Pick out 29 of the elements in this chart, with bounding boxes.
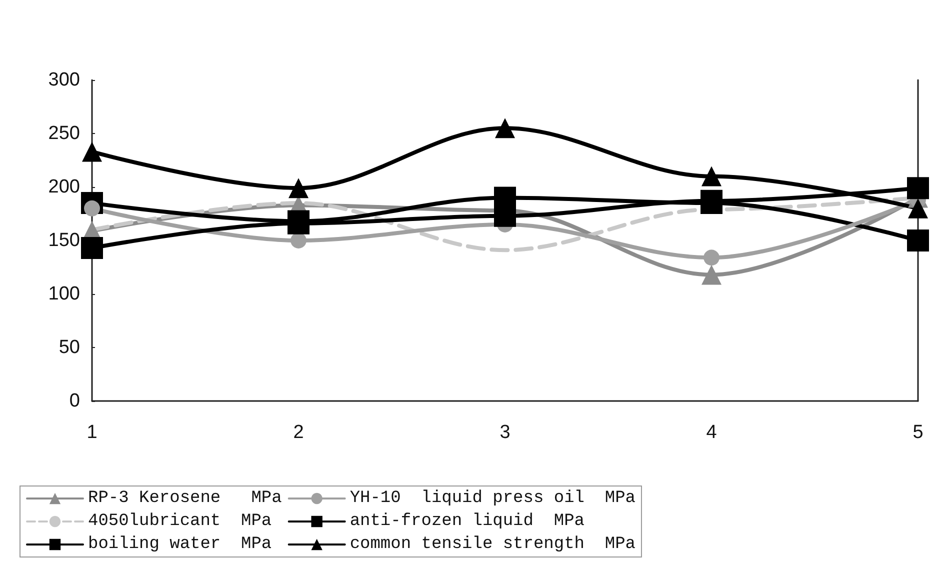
x-tick-label: 5 [912,422,924,443]
point [908,198,928,218]
legend-label: 4050lubricant MPa [88,512,272,531]
x-tick-label: 3 [500,422,510,443]
x-tick-label: 4 [706,422,718,443]
y-tick-label: 250 [48,123,80,144]
point [82,142,102,162]
legend-label: YH-10 liquid press oil MPa [350,489,636,508]
legend-label: boiling water MPa [88,535,272,554]
point [81,236,103,259]
legend-label: anti-frozen liquid MPa [350,512,584,531]
x-tick-label: 1 [86,422,98,443]
point [702,264,722,285]
point [907,230,929,252]
point [907,177,929,200]
y-tick-label: 150 [48,230,80,251]
point [704,250,720,266]
y-tick-label: 200 [48,176,80,198]
y-tick-label: 100 [48,284,80,304]
legend-label: RP-3 Kerosene MPa [88,489,282,508]
x-tick-label: 2 [293,422,304,443]
point [495,118,515,138]
legend-label: common tensile strength MPa [350,535,636,554]
y-tick-label: 300 [48,70,80,90]
y-tick-label: 50 [58,337,80,358]
point [702,166,722,186]
y-tick-label: 0 [69,390,80,412]
point [290,232,306,248]
point [288,178,308,198]
